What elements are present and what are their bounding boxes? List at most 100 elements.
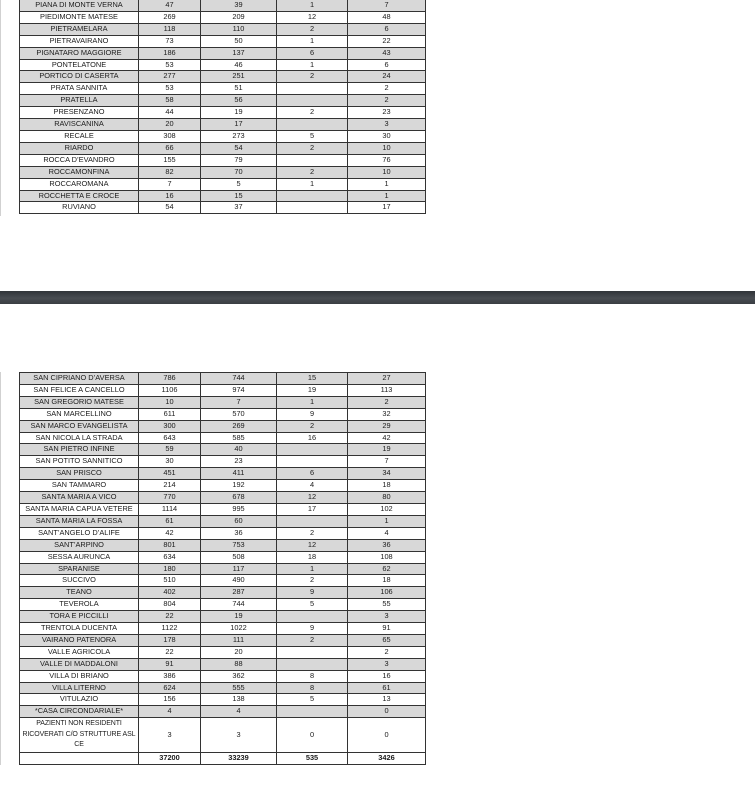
table-row: PIANA DI MONTE VERNA 47 39 1 7 bbox=[19, 0, 426, 12]
totals-value-cell: 37200 bbox=[138, 751, 201, 765]
value-cell bbox=[276, 657, 348, 671]
totals-value-cell: 33239 bbox=[200, 751, 277, 765]
municipality-name-cell: TORA E PICCILLI bbox=[19, 610, 139, 624]
value-cell: 22 bbox=[138, 645, 201, 659]
value-cell: 46 bbox=[200, 58, 277, 72]
municipality-name-cell: PONTELATONE bbox=[19, 58, 139, 72]
value-cell: 386 bbox=[138, 669, 201, 683]
value-cell: 192 bbox=[200, 479, 277, 493]
value-cell: 6 bbox=[347, 58, 426, 72]
value-cell bbox=[276, 610, 348, 624]
value-cell: 10 bbox=[347, 165, 426, 179]
value-cell: 634 bbox=[138, 550, 201, 564]
table-row: ROCCHETTA E CROCE 16 15 1 bbox=[19, 189, 426, 203]
table-row: TORA E PICCILLI 22 19 3 bbox=[19, 610, 426, 624]
value-cell: 61 bbox=[347, 681, 426, 695]
value-cell: 53 bbox=[138, 82, 201, 96]
table-row: TEVEROLA 804 744 5 55 bbox=[19, 598, 426, 612]
table-row: SANTA MARIA CAPUA VETERE 1114 995 17 102 bbox=[19, 502, 426, 516]
value-cell: 10 bbox=[347, 141, 426, 155]
municipality-name-cell: SAN PIETRO INFINE bbox=[19, 443, 139, 457]
value-cell: 27 bbox=[347, 372, 426, 385]
value-cell: 1106 bbox=[138, 383, 201, 397]
value-cell: 106 bbox=[347, 586, 426, 600]
value-cell: 5 bbox=[200, 177, 277, 191]
value-cell: 801 bbox=[138, 538, 201, 552]
value-cell: 18 bbox=[276, 550, 348, 564]
value-cell: 7 bbox=[347, 0, 426, 12]
value-cell: 624 bbox=[138, 681, 201, 695]
value-cell: 102 bbox=[347, 502, 426, 516]
value-cell: 209 bbox=[200, 10, 277, 24]
value-cell: 7 bbox=[138, 177, 201, 191]
value-cell: 5 bbox=[276, 129, 348, 143]
value-cell: 91 bbox=[138, 657, 201, 671]
municipality-name-cell: VAIRANO PATENORA bbox=[19, 633, 139, 647]
value-cell: 111 bbox=[200, 633, 277, 647]
totals-value-cell: 3426 bbox=[347, 751, 426, 765]
value-cell: 2 bbox=[347, 94, 426, 108]
table-row: RUVIANO 54 37 17 bbox=[19, 201, 426, 215]
table-row: SAN TAMMARO 214 192 4 18 bbox=[19, 479, 426, 493]
municipality-name-cell: VILLA DI BRIANO bbox=[19, 669, 139, 683]
value-cell: 1 bbox=[347, 189, 426, 203]
value-cell: 451 bbox=[138, 467, 201, 481]
value-cell: 411 bbox=[200, 467, 277, 481]
value-cell: 37 bbox=[200, 201, 277, 215]
value-cell: 29 bbox=[347, 419, 426, 433]
value-cell: 0 bbox=[347, 705, 426, 719]
value-cell: 1 bbox=[347, 177, 426, 191]
cut-column-edge-line-1 bbox=[0, 0, 1, 216]
value-cell: 32 bbox=[347, 407, 426, 421]
value-cell: 1 bbox=[276, 58, 348, 72]
value-cell: 508 bbox=[200, 550, 277, 564]
value-cell: 23 bbox=[347, 106, 426, 120]
table-row: TEANO 402 287 9 106 bbox=[19, 586, 426, 600]
value-cell: 53 bbox=[138, 58, 201, 72]
value-cell: 58 bbox=[138, 94, 201, 108]
value-cell: 108 bbox=[347, 550, 426, 564]
value-cell: 22 bbox=[347, 34, 426, 48]
table-row: SANT’ANGELO D’ALIFE 42 36 2 4 bbox=[19, 526, 426, 540]
municipality-name-cell: SAN MARCELLINO bbox=[19, 407, 139, 421]
value-cell: 186 bbox=[138, 46, 201, 60]
value-cell: 88 bbox=[200, 657, 277, 671]
municipality-name-cell: PIETRAMELARA bbox=[19, 22, 139, 36]
value-cell: 13 bbox=[347, 693, 426, 707]
value-cell: 643 bbox=[138, 431, 201, 445]
municipality-name-cell: SAN GREGORIO MATESE bbox=[19, 395, 139, 409]
table-row: *CASA CIRCONDARIALE* 4 4 0 bbox=[19, 705, 426, 719]
table-row: VILLA DI BRIANO 386 362 8 16 bbox=[19, 669, 426, 683]
value-cell: 6 bbox=[347, 22, 426, 36]
value-cell: 91 bbox=[347, 622, 426, 635]
value-cell: 2 bbox=[276, 22, 348, 36]
municipality-name-cell: VITULAZIO bbox=[19, 693, 139, 707]
table-row: SANT’ARPINO 801 753 12 36 bbox=[19, 538, 426, 552]
value-cell: 555 bbox=[200, 681, 277, 695]
value-cell: 804 bbox=[138, 598, 201, 612]
value-cell: 5 bbox=[276, 693, 348, 707]
value-cell: 8 bbox=[276, 681, 348, 695]
value-cell: 40 bbox=[200, 443, 277, 457]
value-cell: 54 bbox=[138, 201, 201, 215]
table-row: VITULAZIO 156 138 5 13 bbox=[19, 693, 426, 707]
value-cell: 8 bbox=[276, 669, 348, 683]
municipality-name-cell: RAVISCANINA bbox=[19, 118, 139, 131]
value-cell: 43 bbox=[347, 46, 426, 60]
value-cell: 54 bbox=[200, 141, 277, 155]
table-row: SAN POTITO SANNITICO 30 23 7 bbox=[19, 455, 426, 469]
value-cell: 300 bbox=[138, 419, 201, 433]
municipality-name-cell: PRESENZANO bbox=[19, 106, 139, 120]
value-cell: 51 bbox=[200, 82, 277, 96]
table-row: SAN CIPRIANO D’AVERSA 786 744 15 27 bbox=[19, 372, 426, 385]
value-cell: 138 bbox=[200, 693, 277, 707]
value-cell: 2 bbox=[276, 141, 348, 155]
municipality-name-cell: SANTA MARIA CAPUA VETERE bbox=[19, 502, 139, 516]
value-cell bbox=[276, 189, 348, 203]
value-cell: 62 bbox=[347, 562, 426, 576]
municipality-name-cell: SAN FELICE A CANCELLO bbox=[19, 383, 139, 397]
value-cell: 1 bbox=[276, 0, 348, 12]
table-2-body: SAN CIPRIANO D’AVERSA 786 744 15 27 SAN FELIC… bbox=[19, 372, 426, 765]
value-cell: 585 bbox=[200, 431, 277, 445]
